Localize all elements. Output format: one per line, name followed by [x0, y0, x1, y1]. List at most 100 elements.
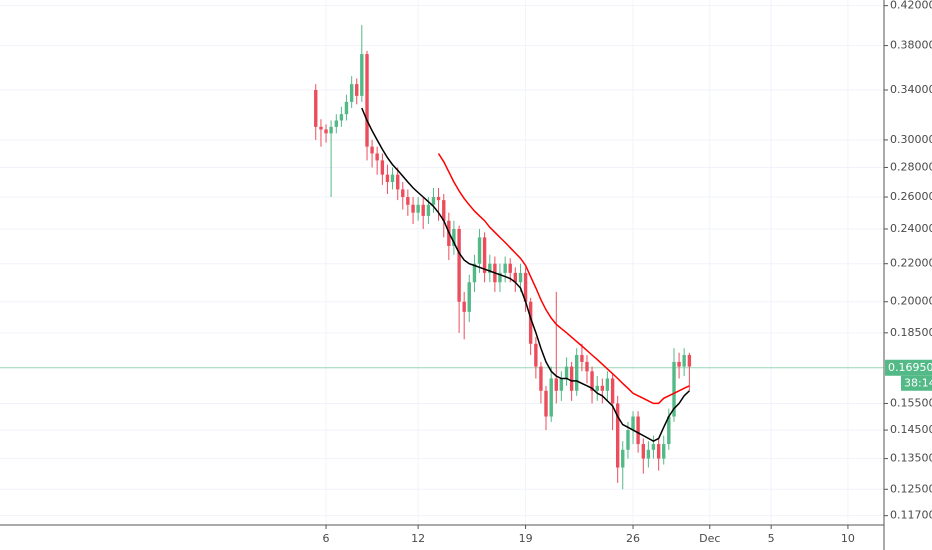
y-tick-label: 0.220000 — [890, 257, 932, 270]
candle-body — [457, 228, 461, 302]
candle-body — [518, 272, 523, 283]
candle-body — [544, 390, 548, 417]
candle-body — [396, 174, 400, 190]
candle-body — [559, 378, 564, 391]
price-label: 0.169500 — [888, 361, 932, 374]
x-tick-label: 26 — [626, 532, 640, 545]
candle-body — [319, 126, 323, 130]
y-tick-label: 0.300000 — [890, 133, 932, 146]
candle-body — [349, 84, 354, 102]
y-tick-label: 0.340000 — [890, 83, 932, 96]
candle-body — [452, 228, 456, 246]
candle-body — [667, 416, 671, 445]
candle-body — [513, 272, 517, 283]
candle-body — [549, 378, 553, 417]
y-tick-label: 0.420000 — [890, 0, 932, 12]
candle-body — [406, 197, 410, 205]
candle-body — [462, 301, 466, 312]
x-tick-label: Dec — [699, 532, 720, 545]
candle-body — [528, 301, 533, 344]
candle-body — [605, 378, 610, 391]
candle-body — [426, 204, 431, 216]
candle-body — [355, 84, 359, 96]
candle-body — [564, 366, 569, 379]
candle-body — [472, 263, 477, 283]
candle-body — [339, 114, 344, 121]
candle-body — [682, 355, 686, 367]
candle-body — [600, 385, 605, 391]
candle-body — [554, 378, 558, 391]
candle-body — [436, 197, 441, 201]
y-tick-label: 0.145000 — [890, 423, 932, 436]
candle-body — [615, 403, 620, 468]
candle-body — [411, 204, 415, 213]
candle-body — [631, 416, 635, 431]
candle-body — [677, 361, 681, 367]
candle-body — [390, 174, 395, 182]
candle-body — [672, 361, 676, 417]
candle-body — [626, 430, 630, 450]
candle-body — [508, 263, 512, 273]
candle-body — [585, 361, 589, 372]
candle-body — [534, 343, 538, 367]
candle-body — [503, 263, 507, 273]
y-tick-label: 0.380000 — [890, 39, 932, 52]
y-tick-label: 0.240000 — [890, 222, 932, 235]
candle-body — [314, 89, 318, 127]
candle-body — [498, 272, 502, 283]
candle-body — [687, 355, 692, 367]
candle-body — [401, 189, 405, 198]
candle-body — [580, 355, 584, 362]
y-tick-label: 0.125000 — [890, 482, 932, 495]
candle-body — [334, 120, 339, 127]
candle-body — [651, 444, 656, 450]
candle-body — [662, 444, 666, 459]
candle-body — [324, 129, 328, 134]
candle-body — [574, 355, 579, 391]
candle-body — [467, 282, 471, 312]
candle-body — [431, 197, 436, 205]
countdown-badge — [901, 375, 932, 391]
candle-body — [646, 449, 651, 459]
candle-body — [656, 444, 661, 459]
y-tick-label: 0.260000 — [890, 190, 932, 203]
y-tick-label: 0.200000 — [890, 295, 932, 308]
y-tick-label: 0.155000 — [890, 396, 932, 409]
candle-body — [344, 101, 349, 115]
x-tick-label: 10 — [841, 532, 855, 545]
candle-body — [442, 200, 446, 221]
candle-body — [421, 204, 425, 216]
x-tick-label: 12 — [411, 532, 425, 545]
candle-body — [636, 416, 640, 445]
moving-average — [437, 153, 690, 405]
y-tick-label: 0.135000 — [890, 452, 932, 465]
candle-body — [488, 263, 492, 273]
countdown: 38:14 — [904, 376, 932, 389]
candle-body — [370, 146, 374, 154]
candle-body — [365, 54, 369, 147]
candle-body — [523, 272, 528, 302]
candle-body — [329, 126, 333, 134]
candle-body — [375, 153, 379, 161]
y-tick-label: 0.117000 — [890, 509, 932, 522]
y-tick-label: 0.185000 — [890, 326, 932, 339]
candle-body — [477, 237, 482, 264]
x-tick-label: 19 — [519, 532, 533, 545]
x-tick-label: 5 — [768, 532, 775, 545]
candle-body — [482, 237, 487, 273]
candle-body — [385, 174, 390, 182]
candle-body — [595, 385, 599, 391]
candle-body — [539, 366, 543, 391]
candle-body — [610, 378, 615, 404]
candle-body — [569, 366, 574, 391]
moving-average — [361, 107, 690, 443]
candle-body — [621, 449, 625, 468]
y-tick-label: 0.280000 — [890, 160, 932, 173]
candle-body — [416, 204, 420, 213]
price-badge — [885, 359, 932, 376]
candle-body — [641, 444, 646, 459]
x-tick-label: 6 — [323, 532, 330, 545]
candle-body — [360, 54, 364, 96]
candle-body — [380, 160, 385, 175]
